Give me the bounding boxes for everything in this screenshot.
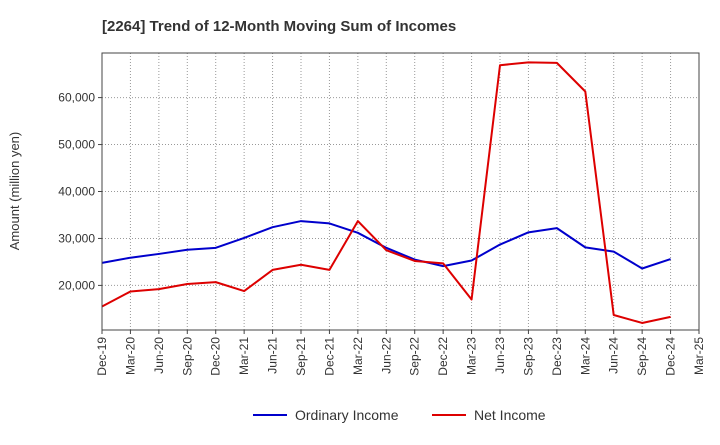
x-tick-label: Mar-22 (351, 337, 365, 375)
x-tick-label: Dec-24 (664, 337, 678, 376)
x-tick-label: Mar-21 (237, 337, 251, 375)
legend: Ordinary Income Net Income (253, 407, 546, 423)
x-tick-label: Mar-25 (692, 337, 706, 375)
x-tick-label: Dec-21 (322, 337, 336, 376)
y-tick-label: 60,000 (58, 91, 95, 105)
x-tick-label: Dec-20 (209, 337, 223, 376)
x-tick-label: Sep-23 (521, 337, 535, 376)
x-tick-label: Jun-22 (379, 337, 393, 374)
x-tick-label: Sep-21 (294, 337, 308, 376)
x-tick-label: Jun-24 (607, 337, 621, 374)
x-tick-label: Dec-19 (95, 337, 109, 376)
chart-title: [2264] Trend of 12-Month Moving Sum of I… (102, 18, 456, 35)
x-tick-label: Mar-23 (465, 337, 479, 375)
x-tick-label: Dec-22 (436, 337, 450, 376)
legend-label-ordinary-income: Ordinary Income (295, 407, 399, 423)
net-income-line (101, 61, 671, 324)
y-tick-label: 30,000 (58, 231, 95, 245)
y-tick-label: 50,000 (58, 138, 95, 152)
series-lines (101, 61, 671, 324)
y-axis-ticks: 20,000 30,000 40,000 50,000 60,000 (58, 91, 102, 292)
x-axis-ticks: Dec-19 Mar-20 Jun-20 Sep-20 Dec-20 Mar-21 Jun-… (95, 330, 706, 376)
x-tick-label: Dec-23 (550, 337, 564, 376)
x-tick-label: Sep-24 (635, 337, 649, 376)
x-tick-label: Jun-21 (266, 337, 280, 374)
y-tick-label: 20,000 (58, 278, 95, 292)
legend-label-net-income: Net Income (474, 407, 546, 423)
x-tick-label: Mar-24 (578, 337, 592, 375)
x-tick-label: Sep-22 (408, 337, 422, 376)
x-tick-label: Mar-20 (123, 337, 137, 375)
ordinary-income-line (101, 220, 671, 270)
grid-lines (102, 53, 699, 330)
x-tick-label: Jun-23 (493, 337, 507, 374)
y-axis-label: Amount (million yen) (7, 132, 22, 251)
y-tick-label: 40,000 (58, 185, 95, 199)
x-tick-label: Jun-20 (152, 337, 166, 374)
x-tick-label: Sep-20 (180, 337, 194, 376)
